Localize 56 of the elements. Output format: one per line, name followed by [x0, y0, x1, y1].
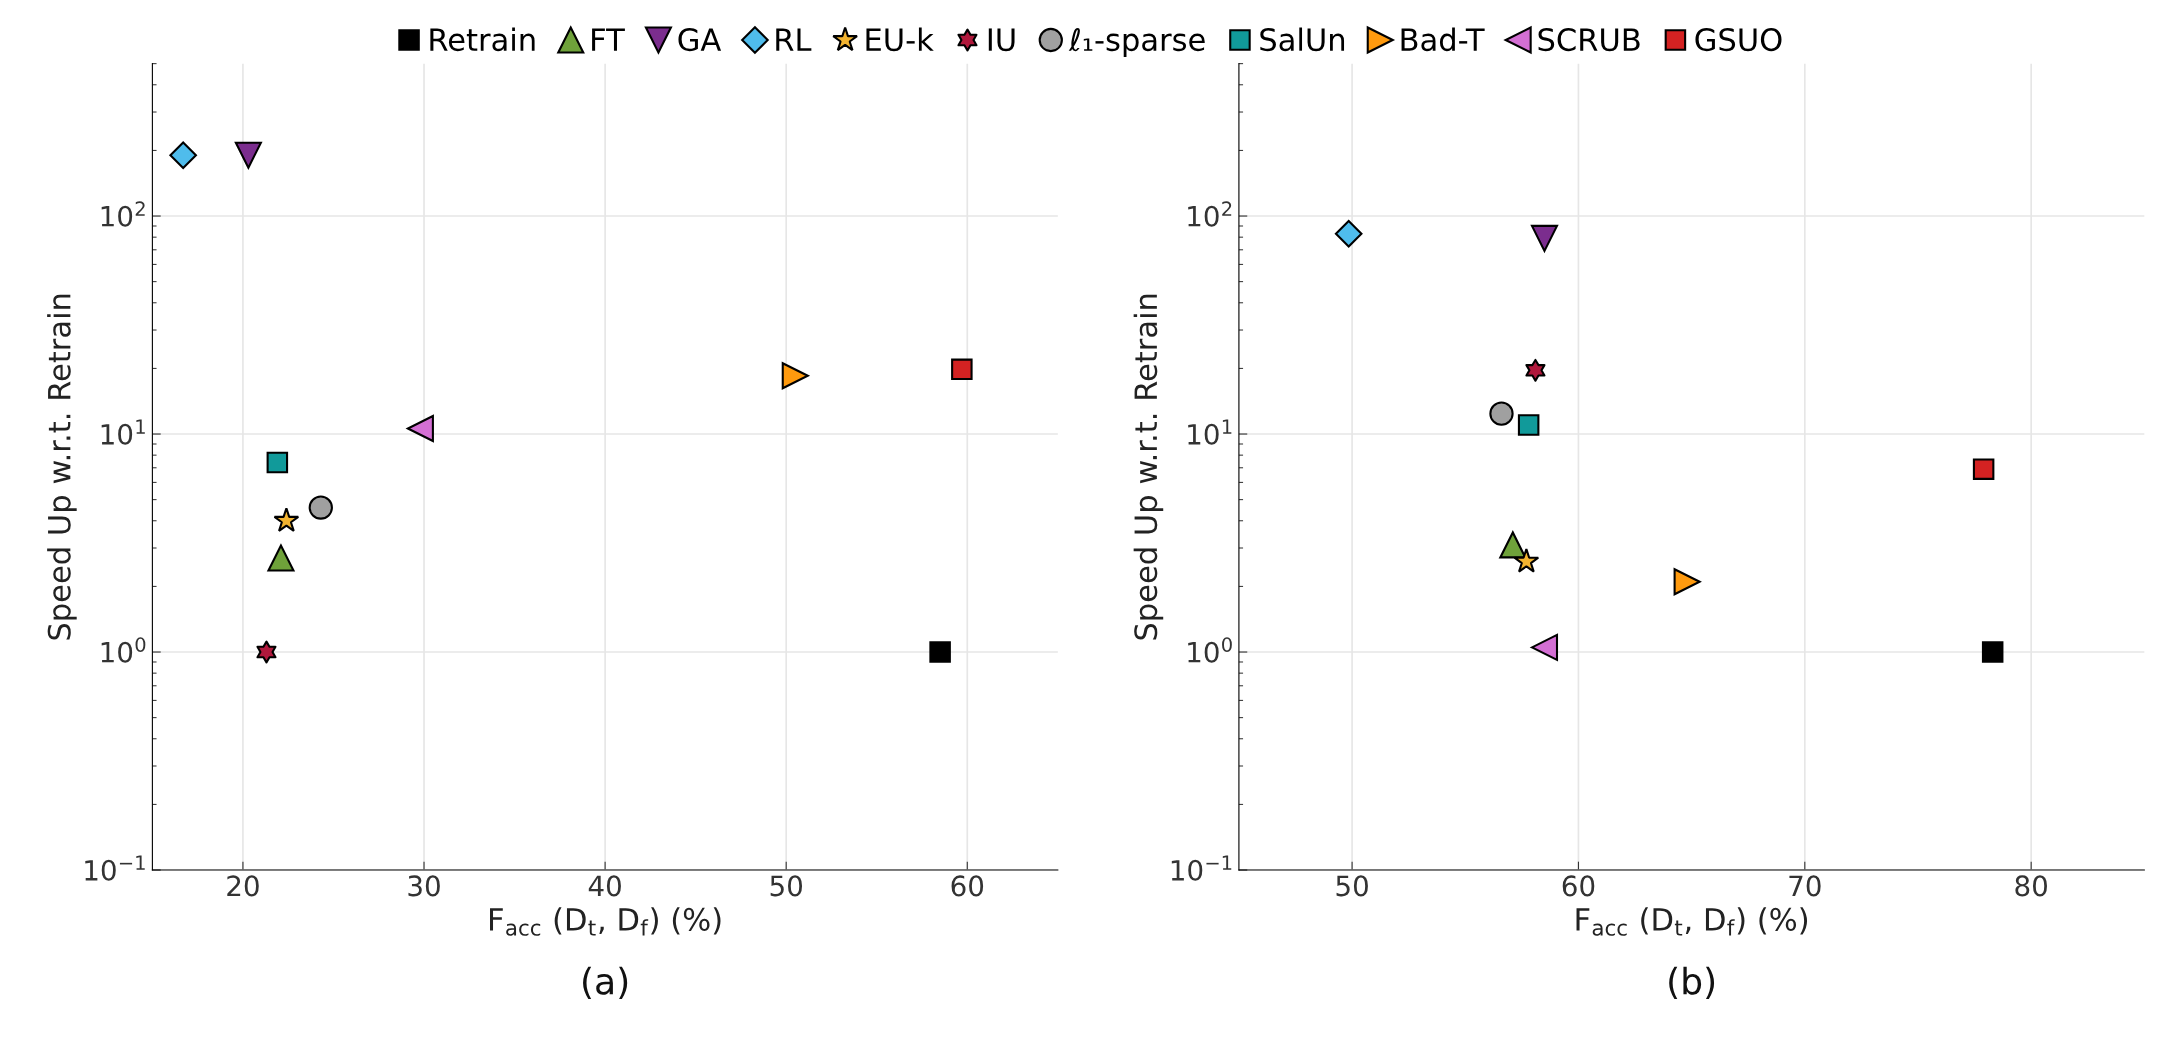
- x-tick-label: 80: [2015, 875, 2047, 897]
- y-tick-label: 10$^{2}$: [101, 201, 145, 227]
- x-axis-title: F$_{acc}$ (D$_{t}$, D$_{f}$) (%): [1576, 907, 1808, 936]
- point: [169, 141, 197, 170]
- legend-label: GSUO: [1695, 28, 1782, 52]
- legend-label: Retrain: [430, 27, 535, 52]
- y-tick-label: 10$^{0}$: [1188, 637, 1232, 663]
- x-tick-label: 50: [1336, 875, 1368, 897]
- point: [234, 141, 262, 169]
- point: [781, 362, 809, 390]
- legend-label: ℓ₁-sparse: [1068, 28, 1205, 58]
- point: [1525, 358, 1546, 382]
- point: [1517, 414, 1540, 436]
- legend-label: RL: [776, 28, 812, 51]
- x-tick-label: 60: [1562, 875, 1595, 897]
- point: [273, 507, 300, 532]
- point: [406, 414, 434, 443]
- x-tick-label: 60: [951, 875, 984, 897]
- point: [1334, 219, 1363, 248]
- legend-label: SCRUB: [1538, 28, 1640, 52]
- y-tick-label: 10$^{1}$: [101, 419, 145, 445]
- y-tick-label: 10$^{0}$: [101, 637, 146, 663]
- point: [929, 641, 951, 663]
- legend-label: EU-k: [866, 27, 934, 52]
- point: [1673, 568, 1701, 596]
- x-tick-label: 50: [770, 875, 803, 897]
- point: [1489, 401, 1514, 426]
- point: [256, 640, 277, 664]
- point: [1499, 531, 1527, 559]
- legend-label: GA: [678, 28, 722, 52]
- point: [1513, 548, 1540, 573]
- x-tick-label: 30: [408, 875, 440, 897]
- x-tick-label: 40: [588, 875, 621, 897]
- legend-label: SalUn: [1260, 27, 1345, 52]
- legend-label: Bad-T: [1401, 27, 1485, 52]
- legend-label: FT: [592, 28, 625, 51]
- text: (a): [583, 966, 628, 999]
- y-tick-label: 10$^{2}$: [1188, 201, 1232, 227]
- x-tick-label: 70: [1789, 875, 1821, 897]
- y-axis-title: Speed Up w.r.t. Retrain: [47, 294, 77, 640]
- legend-label: IU: [988, 28, 1015, 52]
- text: (b): [1669, 966, 1715, 999]
- point: [1530, 633, 1559, 661]
- y-tick-label: 10$^{−1}$: [85, 855, 145, 881]
- point: [267, 544, 295, 572]
- y-tick-label: 10$^{1}$: [1188, 419, 1232, 445]
- point: [951, 358, 973, 381]
- point: [1972, 458, 1995, 480]
- y-axis-title: Speed Up w.r.t. Retrain: [1133, 294, 1164, 640]
- x-tick-label: 20: [227, 875, 259, 897]
- point: [308, 495, 333, 520]
- point: [1981, 641, 2004, 663]
- x-axis-title: F$_{acc}$ (D$_{t}$, D$_{f}$) (%): [490, 907, 721, 936]
- point: [1530, 224, 1559, 252]
- point: [266, 451, 289, 474]
- y-tick-label: 10$^{−1}$: [1171, 855, 1232, 881]
